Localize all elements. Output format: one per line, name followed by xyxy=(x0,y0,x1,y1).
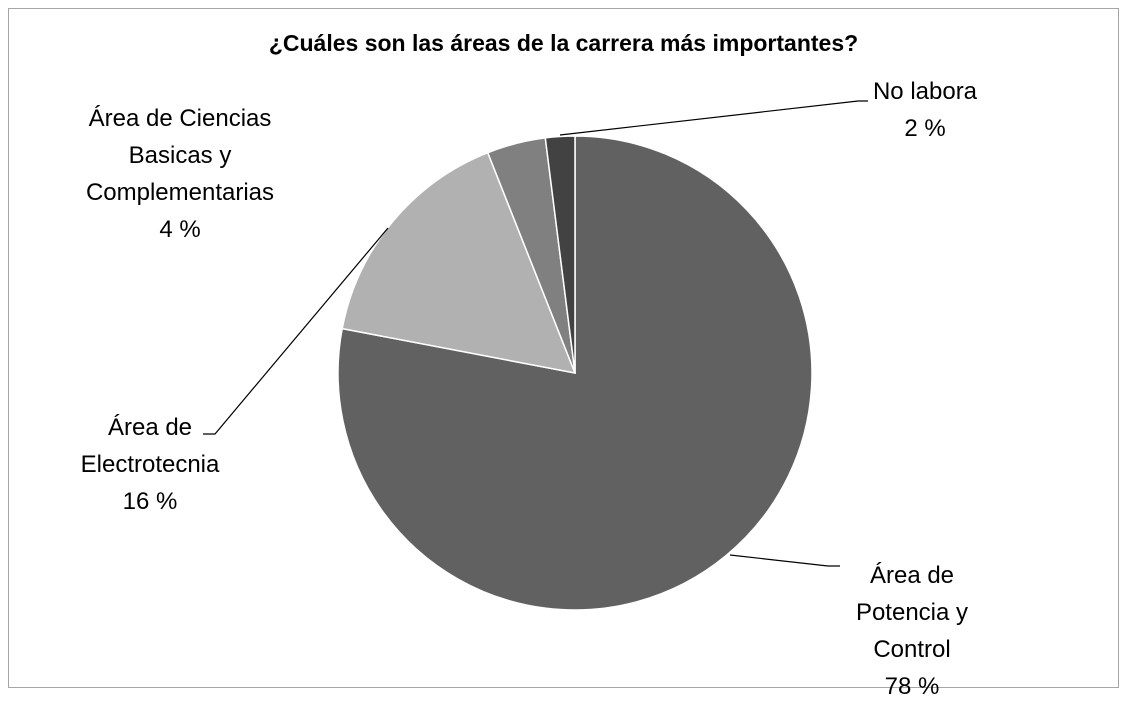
pie-slice xyxy=(544,135,576,374)
pie-area xyxy=(203,100,868,611)
leader-line xyxy=(559,100,868,136)
pie-slice xyxy=(341,151,577,374)
category-label: Área de Potencia y Control xyxy=(855,562,969,663)
chart: ¿Cuáles son las áreas de la carrera más … xyxy=(8,8,1119,700)
value-label: 78 % xyxy=(884,673,940,700)
value-label: 4 % xyxy=(159,216,201,243)
data-label: Área de Potencia y Control 78 % xyxy=(842,557,982,705)
category-label: No labora xyxy=(872,78,978,105)
value-label: 16 % xyxy=(122,488,178,515)
data-label: No labora 2 % xyxy=(850,73,1000,147)
category-label: Área de Electrotecnia xyxy=(80,414,220,478)
data-label: Área de Electrotecnia 16 % xyxy=(70,409,230,520)
leader-line xyxy=(203,227,389,435)
data-label: Área de Ciencias Basicas y Complementari… xyxy=(55,100,305,248)
leader-line xyxy=(729,554,840,567)
category-label: Área de Ciencias Basicas y Complementari… xyxy=(85,105,275,206)
chart-title: ¿Cuáles son las áreas de la carrera más … xyxy=(268,30,859,56)
value-label: 2 % xyxy=(904,115,946,142)
